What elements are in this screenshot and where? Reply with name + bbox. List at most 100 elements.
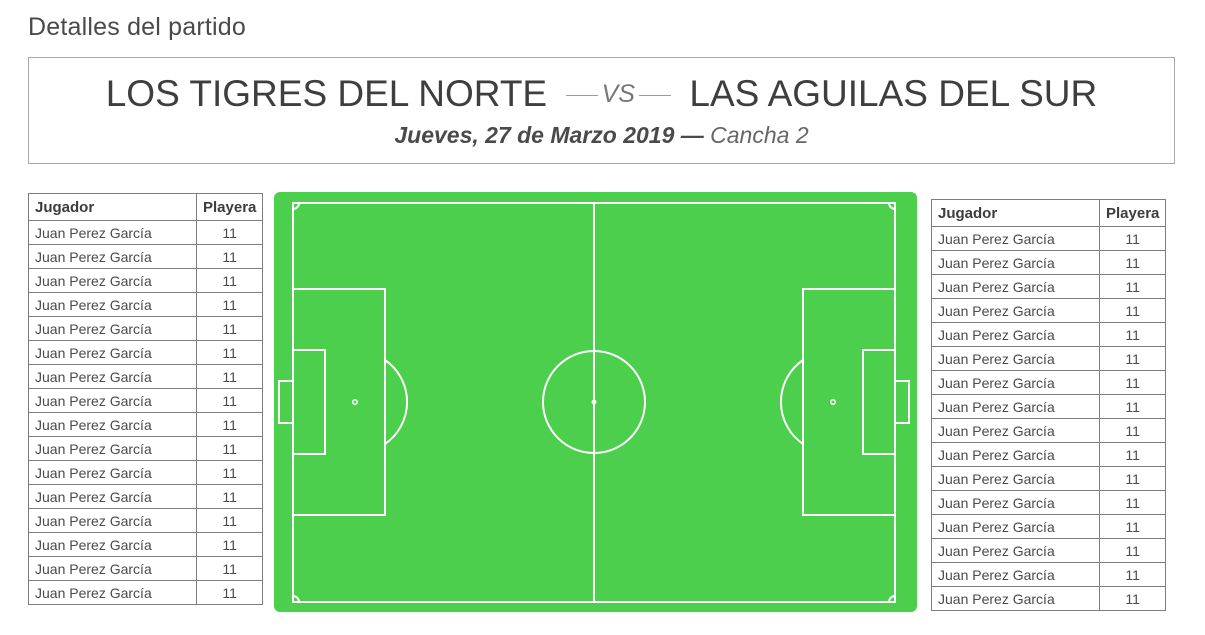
player-name-cell: Juan Perez García — [28, 436, 197, 461]
player-name-cell: Juan Perez García — [28, 484, 197, 509]
column-header-shirt: Playera — [195, 193, 264, 221]
player-name-cell: Juan Perez García — [28, 220, 197, 245]
corner-arc-bottom-left — [292, 595, 300, 603]
corner-arc-top-right — [888, 202, 896, 210]
away-roster-table: Jugador Playera Juan Perez García 11 Juan … — [931, 199, 1167, 611]
player-name-cell: Juan Perez García — [28, 580, 197, 605]
right-penalty-spot — [830, 399, 836, 405]
table-row: Juan Perez García 11 — [28, 268, 264, 293]
shirt-number-cell: 11 — [1098, 538, 1167, 563]
table-row: Juan Perez García 11 — [28, 220, 264, 245]
pitch-lines — [278, 202, 910, 603]
table-row: Juan Perez García 11 — [931, 346, 1167, 371]
shirt-number-cell: 11 — [1098, 226, 1167, 251]
vs-separator: VS — [562, 72, 675, 116]
player-name-cell: Juan Perez García — [931, 466, 1100, 491]
left-penalty-area — [292, 288, 386, 516]
table-row: Juan Perez García 11 — [28, 436, 264, 461]
left-goal-area — [292, 349, 326, 455]
match-date-line: Jueves, 27 de Marzo 2019 — Cancha 2 — [29, 122, 1174, 149]
table-row: Juan Perez García 11 — [931, 250, 1167, 275]
table-row: Juan Perez García 11 — [931, 586, 1167, 611]
player-name-cell: Juan Perez García — [931, 538, 1100, 563]
shirt-number-cell: 11 — [195, 436, 264, 461]
table-row: Juan Perez García 11 — [28, 412, 264, 437]
center-spot — [591, 399, 597, 405]
player-name-cell: Juan Perez García — [28, 316, 197, 341]
table-row: Juan Perez García 11 — [28, 316, 264, 341]
player-name-cell: Juan Perez García — [28, 460, 197, 485]
table-row: Juan Perez García 11 — [28, 580, 264, 605]
player-name-cell: Juan Perez García — [28, 388, 197, 413]
table-row: Juan Perez García 11 — [931, 442, 1167, 467]
shirt-number-cell: 11 — [195, 508, 264, 533]
player-name-cell: Juan Perez García — [931, 346, 1100, 371]
table-row: Juan Perez García 11 — [931, 370, 1167, 395]
shirt-number-cell: 11 — [195, 556, 264, 581]
table-row: Juan Perez García 11 — [931, 298, 1167, 323]
column-header-player: Jugador — [28, 193, 197, 221]
shirt-number-cell: 11 — [195, 364, 264, 389]
shirt-number-cell: 11 — [1098, 346, 1167, 371]
shirt-number-cell: 11 — [195, 484, 264, 509]
table-row: Juan Perez García 11 — [28, 556, 264, 581]
match-header: LOS TIGRES DEL NORTE VS LAS AGUILAS DEL … — [28, 57, 1175, 164]
match-date: Jueves, 27 de Marzo 2019 — [394, 122, 675, 148]
player-name-cell: Juan Perez García — [28, 268, 197, 293]
player-name-cell: Juan Perez García — [931, 394, 1100, 419]
shirt-number-cell: 11 — [195, 388, 264, 413]
table-header-row: Jugador Playera — [931, 199, 1167, 227]
player-name-cell: Juan Perez García — [28, 532, 197, 557]
player-name-cell: Juan Perez García — [931, 298, 1100, 323]
shirt-number-cell: 11 — [195, 532, 264, 557]
player-name-cell: Juan Perez García — [28, 364, 197, 389]
right-goal-area — [862, 349, 896, 455]
home-roster-table: Jugador Playera Juan Perez García 11 Juan … — [28, 193, 264, 605]
shirt-number-cell: 11 — [1098, 562, 1167, 587]
column-header-player: Jugador — [931, 199, 1100, 227]
right-penalty-arc — [780, 359, 804, 445]
shirt-number-cell: 11 — [195, 460, 264, 485]
column-header-shirt: Playera — [1098, 199, 1167, 227]
table-row: Juan Perez García 11 — [931, 514, 1167, 539]
shirt-number-cell: 11 — [195, 244, 264, 269]
shirt-number-cell: 11 — [195, 340, 264, 365]
dash-right — [638, 94, 671, 96]
table-row: Juan Perez García 11 — [28, 484, 264, 509]
shirt-number-cell: 11 — [1098, 370, 1167, 395]
player-name-cell: Juan Perez García — [931, 562, 1100, 587]
away-roster-body: Juan Perez García 11 Juan Perez García 11 Ju… — [931, 226, 1167, 611]
shirt-number-cell: 11 — [1098, 586, 1167, 611]
center-circle — [542, 350, 646, 454]
shirt-number-cell: 11 — [1098, 298, 1167, 323]
corner-arc-top-left — [292, 202, 300, 210]
shirt-number-cell: 11 — [195, 220, 264, 245]
table-row: Juan Perez García 11 — [28, 244, 264, 269]
date-venue-separator: — — [680, 122, 704, 148]
player-name-cell: Juan Perez García — [28, 340, 197, 365]
table-row: Juan Perez García 11 — [931, 274, 1167, 299]
table-row: Juan Perez García 11 — [28, 460, 264, 485]
table-row: Juan Perez García 11 — [931, 538, 1167, 563]
table-row: Juan Perez García 11 — [931, 418, 1167, 443]
player-name-cell: Juan Perez García — [931, 370, 1100, 395]
table-row: Juan Perez García 11 — [931, 562, 1167, 587]
shirt-number-cell: 11 — [1098, 274, 1167, 299]
table-row: Juan Perez García 11 — [931, 490, 1167, 515]
player-name-cell: Juan Perez García — [28, 292, 197, 317]
soccer-pitch — [274, 192, 917, 612]
shirt-number-cell: 11 — [195, 268, 264, 293]
shirt-number-cell: 11 — [1098, 514, 1167, 539]
player-name-cell: Juan Perez García — [28, 412, 197, 437]
dash-left — [565, 94, 598, 96]
shirt-number-cell: 11 — [195, 292, 264, 317]
player-name-cell: Juan Perez García — [931, 418, 1100, 443]
player-name-cell: Juan Perez García — [28, 508, 197, 533]
left-penalty-spot — [352, 399, 358, 405]
player-name-cell: Juan Perez García — [28, 244, 197, 269]
shirt-number-cell: 11 — [1098, 490, 1167, 515]
table-row: Juan Perez García 11 — [28, 340, 264, 365]
away-team-name: LAS AGUILAS DEL SUR — [689, 73, 1098, 114]
shirt-number-cell: 11 — [195, 580, 264, 605]
table-row: Juan Perez García 11 — [28, 364, 264, 389]
